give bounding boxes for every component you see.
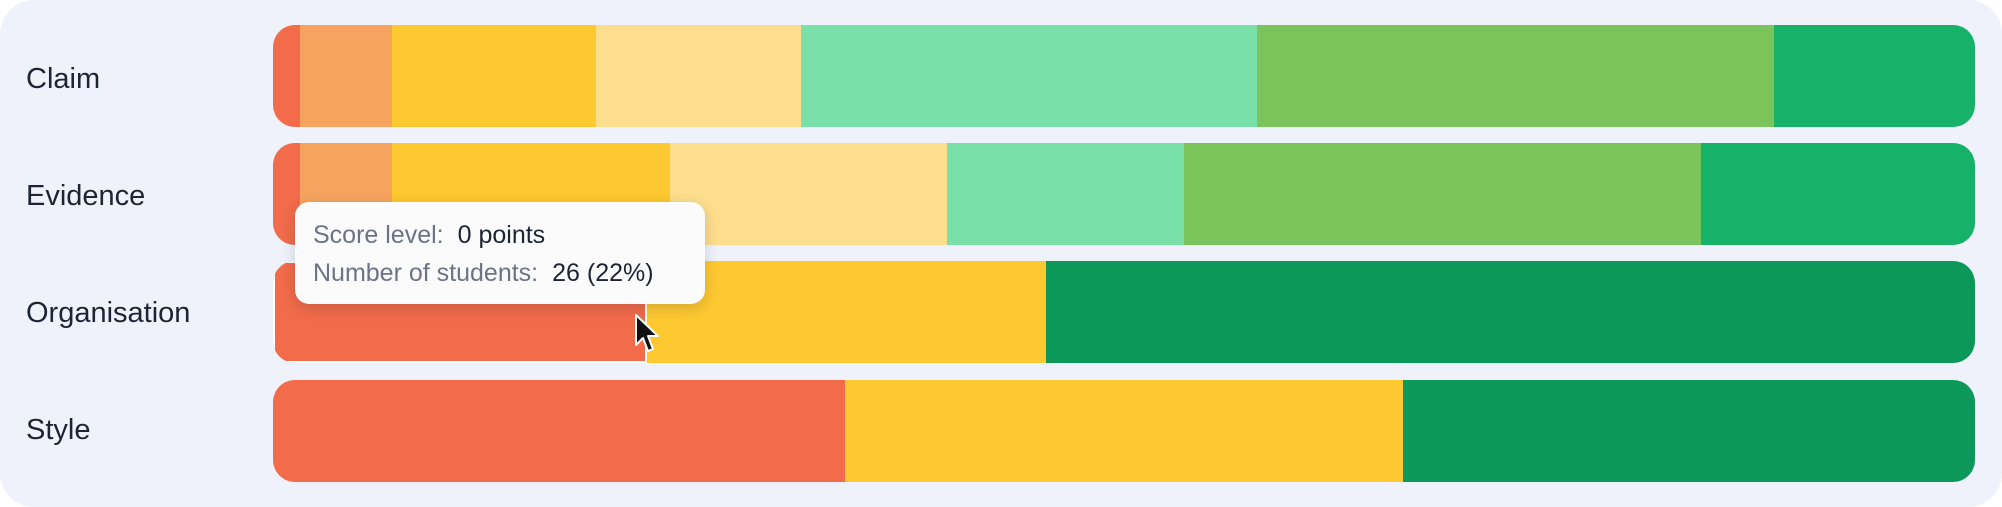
row-label-style: Style xyxy=(26,414,91,446)
bar-segment-claim-5[interactable] xyxy=(1256,25,1775,127)
bar-segment-evidence-3[interactable] xyxy=(669,143,947,245)
row-label-evidence: Evidence xyxy=(26,180,146,212)
bar-segment-claim-2[interactable] xyxy=(392,25,597,127)
row-label-claim: Claim xyxy=(26,63,101,95)
row-label-organisation: Organisation xyxy=(26,297,191,329)
bar-segment-evidence-5[interactable] xyxy=(1183,143,1701,245)
tooltip-score-value: 0 points xyxy=(457,221,546,249)
tooltip-students-value: 26 (22%) xyxy=(552,259,654,287)
tooltip-score-line: Score level: 0 points xyxy=(313,216,687,254)
bar-segment-evidence-6[interactable] xyxy=(1700,143,1975,245)
bar-style xyxy=(273,380,1975,482)
bar-segment-claim-3[interactable] xyxy=(596,25,801,127)
bar-claim xyxy=(273,25,1975,127)
tooltip-students-line: Number of students: 26 (22%) xyxy=(313,254,687,292)
bar-segment-claim-6[interactable] xyxy=(1774,25,1975,127)
bar-segment-style-0[interactable] xyxy=(273,380,845,482)
chart-tooltip: Score level: 0 points Number of students:… xyxy=(295,202,705,304)
tooltip-students-label: Number of students: xyxy=(313,259,539,287)
bar-segment-claim-4[interactable] xyxy=(800,25,1257,127)
bar-segment-style-2[interactable] xyxy=(1403,380,1975,482)
bar-segment-organisation-2[interactable] xyxy=(1045,261,1975,363)
bar-segment-organisation-1[interactable] xyxy=(647,261,1046,363)
bar-segment-claim-0[interactable] xyxy=(273,25,301,127)
tooltip-score-label: Score level: xyxy=(313,221,444,249)
bar-segment-style-1[interactable] xyxy=(844,380,1404,482)
bar-segment-claim-1[interactable] xyxy=(300,25,393,127)
bar-evidence xyxy=(273,143,1975,245)
mouse-cursor-icon xyxy=(635,314,659,352)
bar-segment-evidence-4[interactable] xyxy=(946,143,1184,245)
